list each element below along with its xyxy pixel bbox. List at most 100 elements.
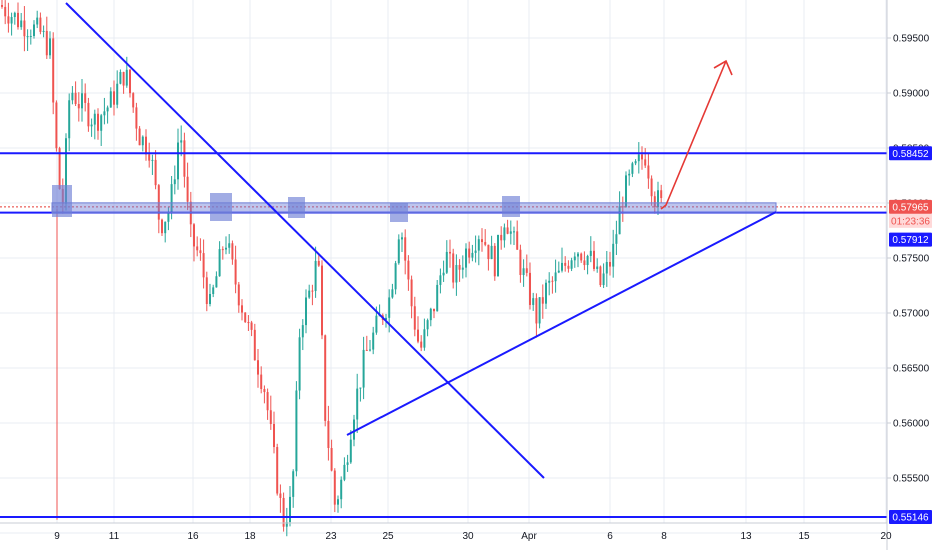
candle-body: [468, 248, 471, 258]
ascending-trendline[interactable]: [346, 211, 777, 436]
candle-body: [84, 93, 87, 103]
candle-body: [26, 36, 29, 38]
candle-body: [193, 224, 195, 247]
candle-body: [298, 337, 301, 391]
candle-body: [324, 335, 327, 421]
candle-body: [429, 308, 432, 321]
candle-body: [333, 470, 336, 505]
candle-body: [509, 231, 512, 234]
candle-body: [516, 231, 519, 250]
candle-body: [145, 136, 147, 155]
descending-trendline[interactable]: [65, 2, 545, 479]
candle-body: [276, 447, 279, 494]
resistance-price-tag-bg: [889, 146, 932, 161]
candle-body: [577, 253, 579, 257]
candle-body: [580, 253, 583, 261]
countdown-tag: 01:23:36: [891, 216, 930, 227]
candle-body: [653, 196, 656, 208]
candle-body: [68, 100, 71, 139]
candle-body: [644, 159, 647, 166]
candle-body: [369, 349, 371, 351]
candle-body: [186, 176, 189, 202]
candle-body: [605, 261, 608, 274]
candle-body: [573, 256, 576, 261]
candle-body: [116, 83, 119, 105]
candle-body: [13, 12, 16, 18]
candle-body: [481, 239, 483, 243]
candle-body: [628, 173, 631, 176]
candle-body: [260, 374, 263, 390]
candle-body: [365, 349, 368, 351]
price-tags: 0.58452 0.57965 01:23:36 0.57912 0.55146: [889, 146, 932, 524]
touch-marker[interactable]: [210, 193, 232, 221]
candle-body: [637, 154, 640, 162]
candle-body: [455, 264, 458, 283]
candle-body: [1, 5, 3, 7]
support-zone[interactable]: [51, 202, 777, 214]
date-tick-label: 13: [740, 531, 752, 542]
candle-body: [401, 237, 403, 240]
candle-body: [567, 265, 570, 269]
candle-body: [641, 154, 643, 160]
candle-body: [340, 479, 343, 500]
resistance-price-tag: 0.58452: [892, 149, 929, 160]
candle-body: [113, 91, 115, 105]
touch-marker[interactable]: [52, 185, 72, 217]
projection-arrow-head[interactable]: [713, 59, 733, 76]
candle-body: [519, 249, 522, 275]
candle-body: [525, 268, 528, 273]
candle-body: [311, 290, 314, 292]
candle-body: [241, 305, 243, 313]
price-tick-label: 0.59000: [893, 89, 930, 100]
candle-body: [660, 190, 663, 199]
candle-body: [484, 242, 487, 245]
candle-body: [225, 247, 227, 250]
candle-body: [349, 439, 352, 463]
candle-body: [356, 388, 359, 420]
candle-body: [285, 522, 288, 527]
candle-body: [500, 234, 503, 241]
candle-body: [215, 276, 218, 288]
touch-marker[interactable]: [288, 197, 305, 218]
candle-body: [407, 260, 410, 280]
touch-marker[interactable]: [390, 203, 408, 222]
candle-body: [221, 249, 224, 251]
candle-body: [231, 243, 234, 260]
candle-body: [538, 297, 541, 324]
candle-body: [599, 266, 602, 286]
touch-marker[interactable]: [502, 196, 520, 217]
trend-drawings[interactable]: [0, 2, 887, 518]
candle-body: [58, 148, 61, 189]
candle-body: [433, 308, 435, 312]
candle-body: [477, 239, 480, 251]
candle-body: [135, 107, 138, 129]
candle-body: [621, 206, 624, 208]
candle-body: [420, 341, 423, 348]
candle-body: [541, 297, 544, 304]
candle-body: [522, 268, 525, 275]
candle-body: [141, 136, 144, 146]
candle-body: [394, 263, 397, 290]
support-price-tag-bg: [889, 232, 932, 247]
candle-body: [417, 329, 419, 342]
candle-body: [295, 390, 298, 472]
candle-body: [4, 6, 7, 17]
projection-arrow[interactable]: [660, 60, 727, 210]
candle-body: [151, 159, 154, 161]
candle-body: [292, 471, 295, 497]
candle-body: [77, 103, 80, 109]
candle-body: [52, 38, 55, 103]
candle-body: [45, 30, 48, 56]
candle-body: [273, 424, 275, 448]
candle-body: [183, 140, 186, 177]
candle-body: [36, 17, 39, 25]
candle-body: [557, 270, 560, 273]
candle-body: [634, 161, 637, 164]
candle-body: [657, 190, 659, 208]
candle-body: [391, 289, 394, 298]
current-price-tag-bg: [889, 199, 932, 214]
candle-body: [100, 115, 103, 131]
candle-body: [93, 113, 96, 125]
